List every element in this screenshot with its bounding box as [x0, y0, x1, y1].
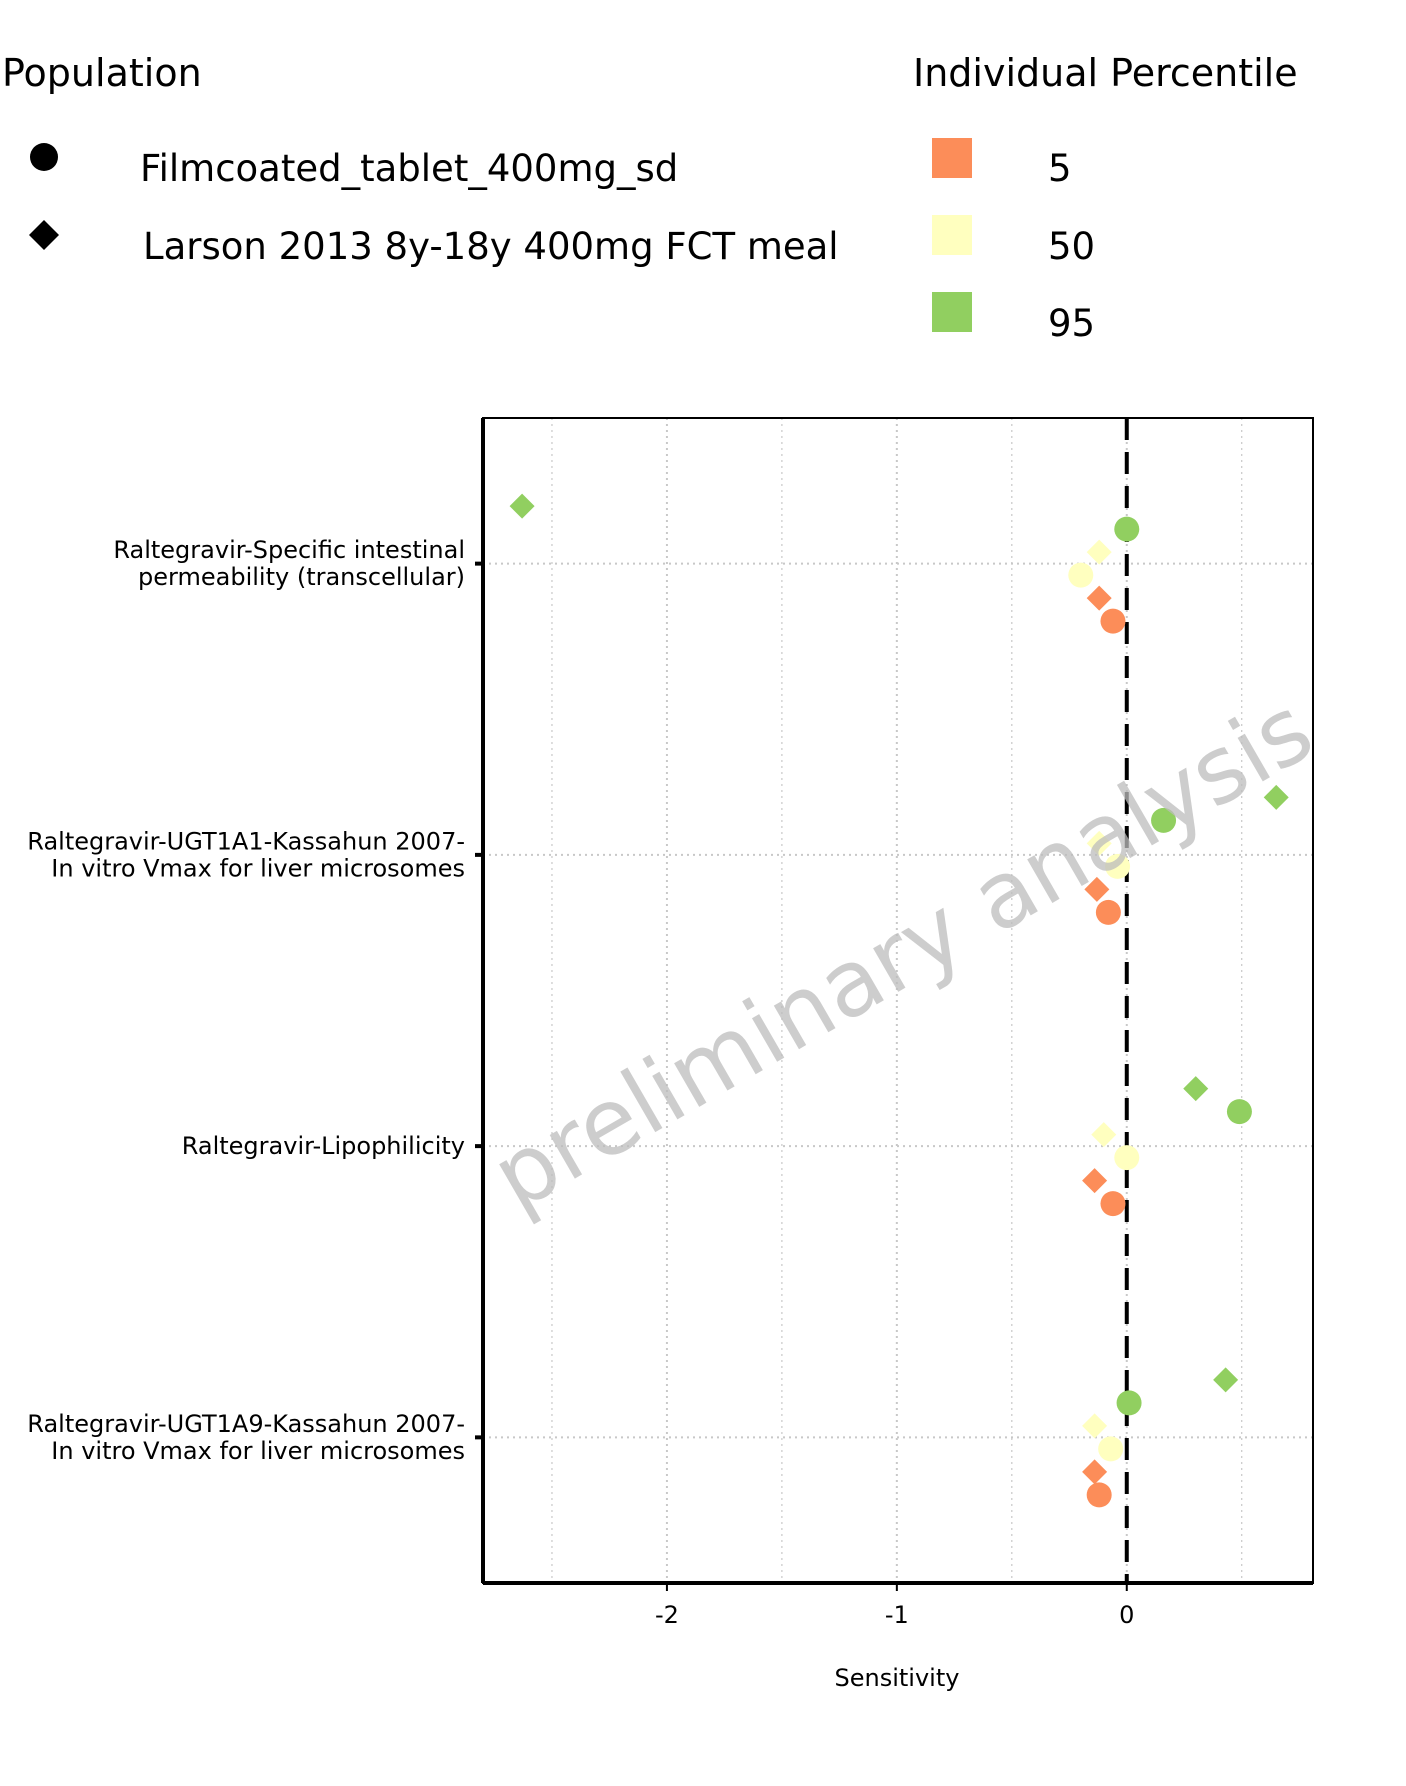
watermark: preliminary analysis: [475, 675, 1330, 1231]
legend-population-1-label: Larson 2013 8y-18y 400mg FCT meal: [143, 225, 839, 268]
y-category-label: Raltegravir-UGT1A1-Kassahun 2007-: [27, 827, 465, 855]
legend-circle-icon: [30, 143, 58, 171]
x-axis-title: Sensitivity: [835, 1664, 960, 1692]
point-circle-p5: [1086, 1482, 1112, 1508]
point-circle-p95: [1116, 1390, 1142, 1416]
point-circle-p5: [1095, 899, 1121, 925]
legend-diamond-icon: [29, 220, 59, 250]
legend-percentile-title: Individual Percentile: [913, 51, 1298, 95]
y-category-label: In vitro Vmax for liver microsomes: [51, 1437, 465, 1465]
legend-percentile-0-label: 5: [1048, 147, 1072, 190]
y-category-label: In vitro Vmax for liver microsomes: [51, 854, 465, 882]
y-axis-labels: Raltegravir-Specific intestinalpermeabil…: [27, 536, 483, 1465]
legend-swatch-5: [932, 138, 972, 178]
point-circle-p5: [1100, 608, 1126, 634]
x-axis-ticks: -2 -1 0: [655, 1583, 1134, 1629]
x-tick-label: 0: [1119, 1601, 1134, 1629]
y-category-label: Raltegravir-Specific intestinal: [113, 536, 465, 564]
legend-swatch-50: [932, 215, 972, 255]
point-diamond-p5: [1082, 1168, 1108, 1194]
point-diamond-p95: [1213, 1367, 1239, 1393]
x-tick-label: -1: [885, 1601, 909, 1629]
point-diamond-p95: [1183, 1076, 1209, 1102]
point-diamond-p50: [1086, 539, 1112, 565]
point-diamond-p5: [1084, 876, 1110, 902]
point-circle-p95: [1226, 1099, 1252, 1125]
point-circle-p95: [1114, 516, 1140, 542]
point-diamond-p50: [1082, 1413, 1108, 1439]
y-category-label: Raltegravir-Lipophilicity: [182, 1132, 465, 1160]
legend-percentile-1-label: 50: [1048, 225, 1095, 268]
point-diamond-p5: [1082, 1459, 1108, 1485]
point-circle-p50: [1068, 562, 1094, 588]
legend-swatch-95: [932, 292, 972, 332]
legend-percentile-2-label: 95: [1048, 302, 1095, 345]
legend-population-0-label: Filmcoated_tablet_400mg_sd: [140, 147, 678, 190]
point-diamond-p95: [509, 493, 535, 519]
point-diamond-p50: [1091, 1122, 1117, 1148]
data-points: [509, 493, 1289, 1508]
y-category-label: permeability (transcellular): [138, 563, 465, 591]
point-circle-p95: [1151, 807, 1177, 833]
point-diamond-p50: [1086, 830, 1112, 856]
legend: Population Filmcoated_tablet_400mg_sd La…: [2, 51, 1298, 345]
y-category-label: Raltegravir-UGT1A9-Kassahun 2007-: [27, 1410, 465, 1438]
point-circle-p50: [1098, 1436, 1124, 1462]
point-circle-p50: [1114, 1145, 1140, 1171]
point-circle-p5: [1100, 1191, 1126, 1217]
x-tick-label: -2: [655, 1601, 679, 1629]
point-circle-p50: [1105, 853, 1131, 879]
point-diamond-p95: [1263, 784, 1289, 810]
legend-population-title: Population: [2, 51, 202, 95]
point-diamond-p5: [1086, 585, 1112, 611]
